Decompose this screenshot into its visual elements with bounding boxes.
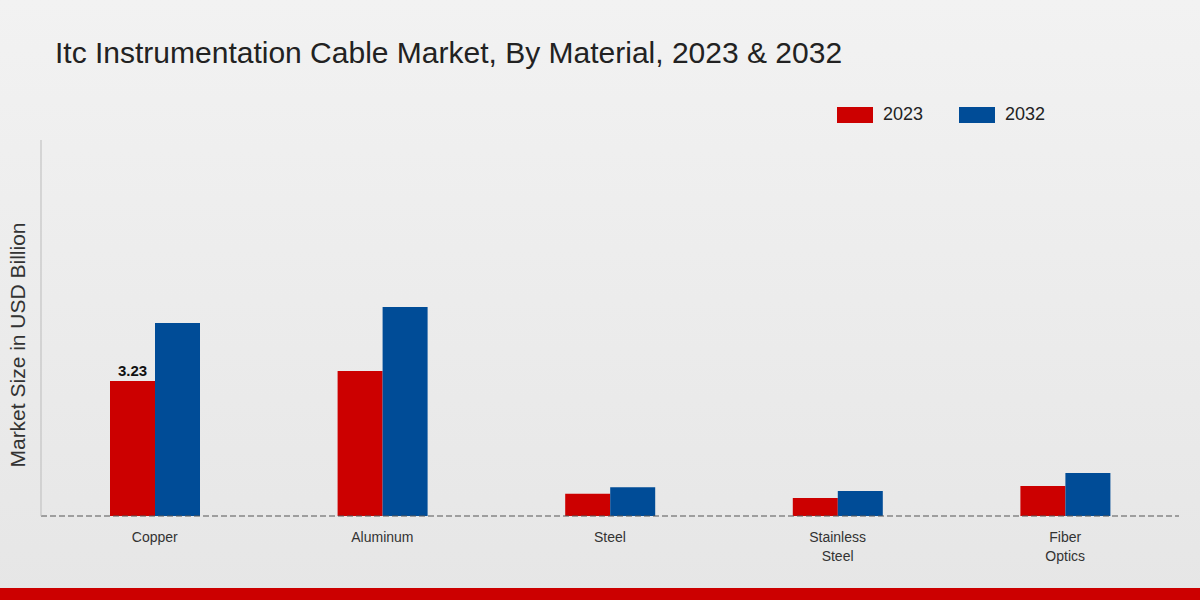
svg-text:Copper: Copper: [132, 529, 178, 545]
html-text:Market Size in USD Billion: Market Size in USD Billion: [6, 222, 29, 468]
svg-text:StainlessSteel: StainlessSteel: [809, 529, 866, 564]
svg-text:3.23: 3.23: [118, 362, 147, 379]
html-text:2023: 2023: [882, 104, 923, 124]
svg-text:Aluminum: Aluminum: [351, 529, 413, 545]
html-text:2032: 2032: [1005, 104, 1045, 124]
svg-text:Steel: Steel: [594, 529, 626, 545]
html-text:Itc Instrumentation Cable Mark: Itc Instrumentation Cable Market, By Mat…: [55, 36, 843, 69]
svg-text:FiberOptics: FiberOptics: [1045, 529, 1085, 564]
